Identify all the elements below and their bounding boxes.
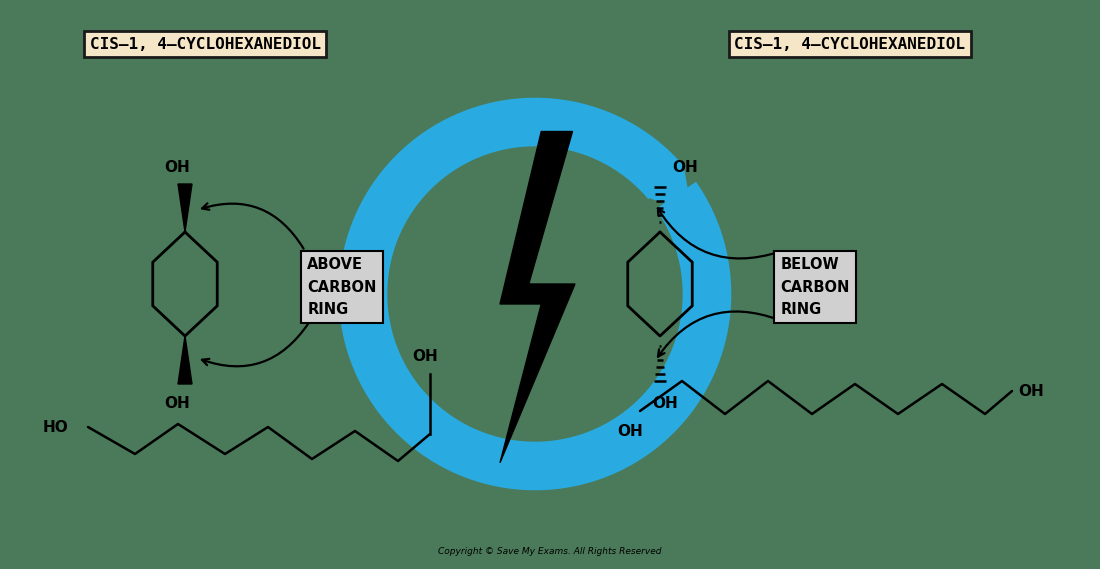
FancyArrowPatch shape xyxy=(202,323,308,366)
Text: OH: OH xyxy=(617,424,642,439)
Text: OH: OH xyxy=(1018,384,1044,398)
Polygon shape xyxy=(650,170,691,213)
Text: OH: OH xyxy=(164,160,190,175)
Text: BELOW
CARBON
RING: BELOW CARBON RING xyxy=(780,257,849,318)
Text: OH: OH xyxy=(672,160,697,175)
Text: OH: OH xyxy=(164,396,190,411)
Polygon shape xyxy=(178,184,192,232)
Text: HO: HO xyxy=(42,419,68,435)
FancyArrowPatch shape xyxy=(658,311,780,357)
Text: OH: OH xyxy=(412,349,438,364)
Text: ABOVE
CARBON
RING: ABOVE CARBON RING xyxy=(307,257,376,318)
Polygon shape xyxy=(500,131,575,463)
Polygon shape xyxy=(178,336,192,384)
Text: OH: OH xyxy=(652,396,678,411)
Text: CIS–1, 4–CYCLOHEXANEDIOL: CIS–1, 4–CYCLOHEXANEDIOL xyxy=(89,36,320,52)
Text: Copyright © Save My Exams. All Rights Reserved: Copyright © Save My Exams. All Rights Re… xyxy=(438,547,662,556)
FancyArrowPatch shape xyxy=(202,203,304,249)
FancyArrowPatch shape xyxy=(658,208,780,258)
Text: CIS–1, 4–CYCLOHEXANEDIOL: CIS–1, 4–CYCLOHEXANEDIOL xyxy=(735,36,966,52)
